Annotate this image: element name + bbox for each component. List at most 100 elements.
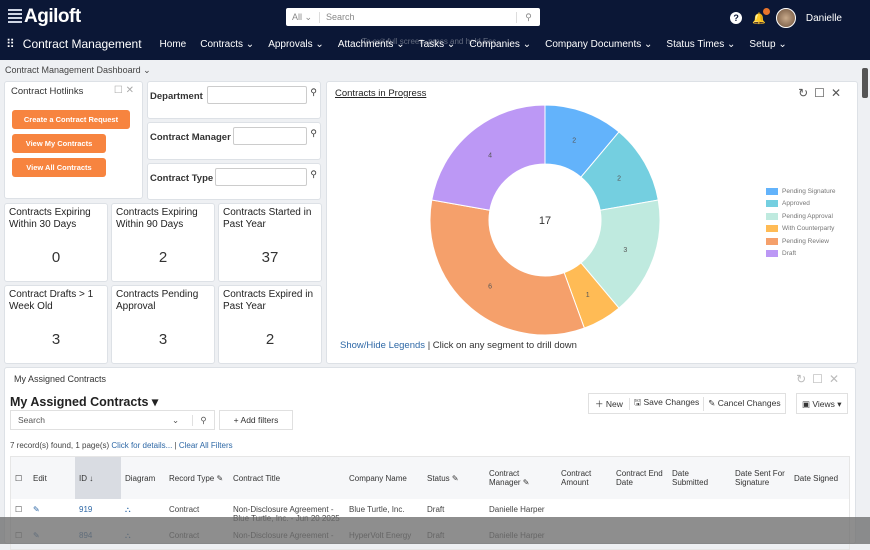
assigned-contracts-panel: My Assigned Contracts ↻☐✕ My Assigned Co… [4,367,856,550]
col-contract-title[interactable]: Contract Title [229,457,345,499]
create-contract-request-button[interactable]: Create a Contract Request [12,110,130,129]
search-icon[interactable]: ⚲ [310,128,317,138]
nav-home[interactable]: Home [159,38,187,50]
col-diagram[interactable]: Diagram [121,457,165,499]
chart-legend: Pending Signature Approved Pending Approva… [766,185,836,260]
cancel-changes-button[interactable]: ✎ Cancel Changes [708,398,781,408]
col-status[interactable]: Status ✎ [423,457,485,499]
slice-label: 6 [488,283,492,290]
stat-pending-approval[interactable]: Contracts Pending Approval 3 [111,285,215,364]
page-scrollbar[interactable] [862,68,868,98]
stat-value: 2 [158,249,168,266]
col-contract-manager[interactable]: Contract Manager ✎ [485,457,557,499]
stat-drafts-old[interactable]: Contract Drafts > 1 Week Old 3 [4,285,108,364]
table-search[interactable]: Search ⌄ ⚲ [10,410,215,430]
stat-expiring-90[interactable]: Contracts Expiring Within 90 Days 2 [111,203,215,282]
nav-company-documents[interactable]: Company Documents ⌄ [545,38,653,50]
chevron-down-icon[interactable]: ⌄ [172,414,180,425]
slice-label: 4 [488,153,492,160]
contract-type-filter: Contract Type ⚲ [147,163,321,200]
nav-companies[interactable]: Companies ⌄ [469,38,532,50]
hotlinks-title: Contract Hotlinks [11,86,84,97]
user-name[interactable]: Danielle [805,12,842,24]
avatar[interactable] [775,8,796,28]
details-link[interactable]: Click for details... [111,441,173,450]
maximize-icon[interactable]: ☐ [812,372,829,386]
nav-tasks[interactable]: Tasks ⌄ [418,38,456,50]
nav-approvals[interactable]: Approvals ⌄ [268,38,324,50]
view-selector[interactable]: My Assigned Contracts ▾ [10,395,159,409]
agiloft-logo[interactable]: Agiloft [8,6,81,28]
col-company-name[interactable]: Company Name [345,457,423,499]
donut-slice-pending-review[interactable] [429,199,585,336]
col-date-sent-signature[interactable]: Date Sent For Signature [731,457,790,499]
table-search-input[interactable]: Search [18,415,45,425]
col-date-signed[interactable]: Date Signed [790,457,849,499]
search-icon[interactable]: ⚲ [192,414,214,426]
close-icon[interactable]: ✕ [125,85,134,96]
app-grid-icon[interactable]: ⠿ [6,37,15,51]
legend-label: Pending Approval [782,212,833,220]
nav-attachments[interactable]: Attachments ⌄ [337,38,405,50]
maximize-icon[interactable]: ☐ [113,85,123,96]
bell-icon[interactable]: 🔔 [752,7,770,25]
dashboard-selector[interactable]: Contract Management Dashboard ⌄ [5,65,151,75]
stat-started-past-year[interactable]: Contracts Started in Past Year 37 [218,203,322,282]
record-id-link[interactable]: 919 [79,505,93,514]
col-edit[interactable]: Edit [29,457,75,499]
views-button[interactable]: ▣ Views ▾ [796,393,848,414]
chart-title[interactable]: Contracts in Progress [335,88,427,99]
search-icon[interactable]: ⚲ [310,169,317,179]
legend-item[interactable]: Pending Approval [766,210,836,223]
legend-item[interactable]: Pending Review [766,235,836,248]
contract-type-input[interactable] [215,168,307,186]
col-date-submitted[interactable]: Date Submitted [668,457,731,499]
hotlinks-panel: Contract Hotlinks ☐ ✕ Create a Contract … [4,81,143,199]
contract-manager-input[interactable] [233,127,307,145]
search-input[interactable]: Search [326,12,355,22]
col-contract-end-date[interactable]: Contract End Date [612,457,668,499]
global-search[interactable]: All ⌄ Search ⚲ [286,8,540,26]
select-all-checkbox[interactable]: ☐ [11,457,29,499]
diagram-icon[interactable]: ⛬ [125,505,131,514]
new-button[interactable]: ＋ New [589,397,630,410]
legend-item[interactable]: With Counterparty [766,223,836,236]
show-hide-legends-link[interactable]: Show/Hide Legends [340,340,426,351]
close-icon[interactable]: ✕ [828,372,845,386]
search-icon[interactable]: ⚲ [310,87,317,97]
slice-label: 2 [572,138,576,145]
col-id[interactable]: ID ↓ [75,457,121,499]
edit-icon[interactable]: ✎ [33,505,40,514]
legend-item[interactable]: Approved [766,198,836,211]
legend-label: Draft [782,250,797,258]
nav-contracts[interactable]: Contracts ⌄ [200,38,255,50]
save-changes-button[interactable]: 🖫 Save Changes [630,396,705,411]
stat-value: 37 [261,249,279,266]
col-contract-amount[interactable]: Contract Amount [557,457,612,499]
view-all-contracts-button[interactable]: View All Contracts [12,158,106,177]
nav-setup[interactable]: Setup ⌄ [749,38,787,50]
stat-expired-past-year[interactable]: Contracts Expired in Past Year 2 [218,285,322,364]
add-filters-button[interactable]: + Add filters [219,410,293,430]
col-record-type[interactable]: Record Type ✎ [165,457,229,499]
stat-expiring-30[interactable]: Contracts Expiring Within 30 Days 0 [4,203,108,282]
slice-label: 1 [586,292,590,299]
refresh-icon[interactable]: ↻ [798,86,815,100]
search-icon[interactable]: ⚲ [516,11,540,23]
legend-item[interactable]: Draft [766,248,836,261]
help-icon[interactable]: ? [730,12,743,24]
app-title[interactable]: Contract Management [22,37,142,51]
search-scope-select[interactable]: All ⌄ [286,11,320,23]
main-nav: ⠿ Contract Management Home Contracts ⌄ A… [6,37,787,51]
clear-filters-link[interactable]: Clear All Filters [178,441,233,450]
panel-controls: ☐ ✕ [114,85,134,96]
close-icon[interactable]: ✕ [830,86,847,100]
legend-item[interactable]: Pending Signature [766,185,836,198]
donut-slice-draft[interactable] [431,104,546,211]
row-checkbox[interactable]: ☐ [15,505,23,514]
maximize-icon[interactable]: ☐ [814,86,831,100]
view-my-contracts-button[interactable]: View My Contracts [12,134,106,153]
department-input[interactable] [207,86,307,104]
nav-status-times[interactable]: Status Times ⌄ [666,38,736,50]
refresh-icon[interactable]: ↻ [796,372,813,386]
